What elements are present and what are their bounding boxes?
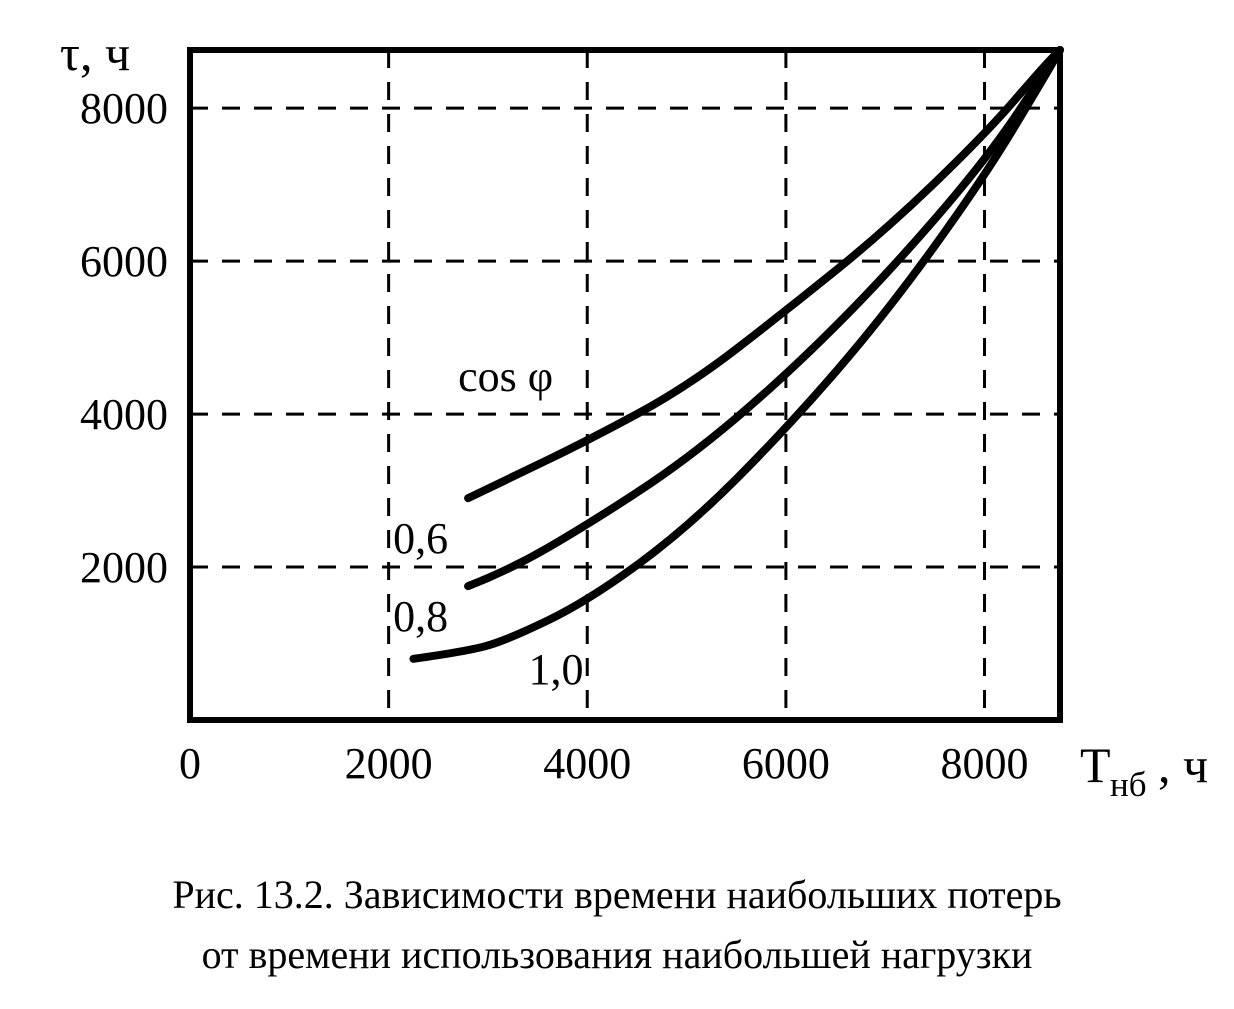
y-tick-label: 6000 — [80, 237, 168, 286]
y-tick-labels: 2000 4000 6000 8000 — [80, 84, 168, 592]
grid — [190, 50, 1060, 720]
x-tick-labels: 0 2000 4000 6000 8000 — [179, 739, 1029, 788]
curve-08 — [468, 50, 1060, 586]
x-tick-label: 0 — [179, 739, 201, 788]
x-tick-label: 4000 — [543, 739, 631, 788]
x-tick-label: 8000 — [941, 739, 1029, 788]
series-label-06: 0,6 — [393, 514, 448, 563]
x-axis-title-unit: , ч — [1158, 737, 1208, 793]
series-label-10: 1,0 — [528, 645, 583, 694]
x-tick-label: 6000 — [742, 739, 830, 788]
y-axis-title: τ, ч — [60, 25, 130, 81]
y-tick-label: 8000 — [80, 84, 168, 133]
caption-line-1: Рис. 13.2. Зависимости времени наибольши… — [0, 870, 1234, 920]
plot-border — [190, 50, 1060, 720]
x-axis-title-T: T — [1080, 737, 1111, 793]
legend-header: cos φ — [458, 352, 553, 401]
figure-page: 02000400060008000 2000400060008000 τ, ч … — [0, 0, 1234, 1009]
x-axis-title-sub: нб — [1110, 765, 1147, 804]
caption-line-2: от времени использования наибольшей нагр… — [0, 930, 1234, 980]
y-tick-label: 4000 — [80, 390, 168, 439]
curve-06 — [468, 50, 1060, 498]
y-tick-label: 2000 — [80, 543, 168, 592]
series-label-08: 0,8 — [393, 592, 448, 641]
x-axis-title: T нб , ч — [1080, 737, 1208, 804]
chart: 02000400060008000 2000400060008000 τ, ч … — [0, 0, 1234, 830]
x-tick-label: 2000 — [345, 739, 433, 788]
